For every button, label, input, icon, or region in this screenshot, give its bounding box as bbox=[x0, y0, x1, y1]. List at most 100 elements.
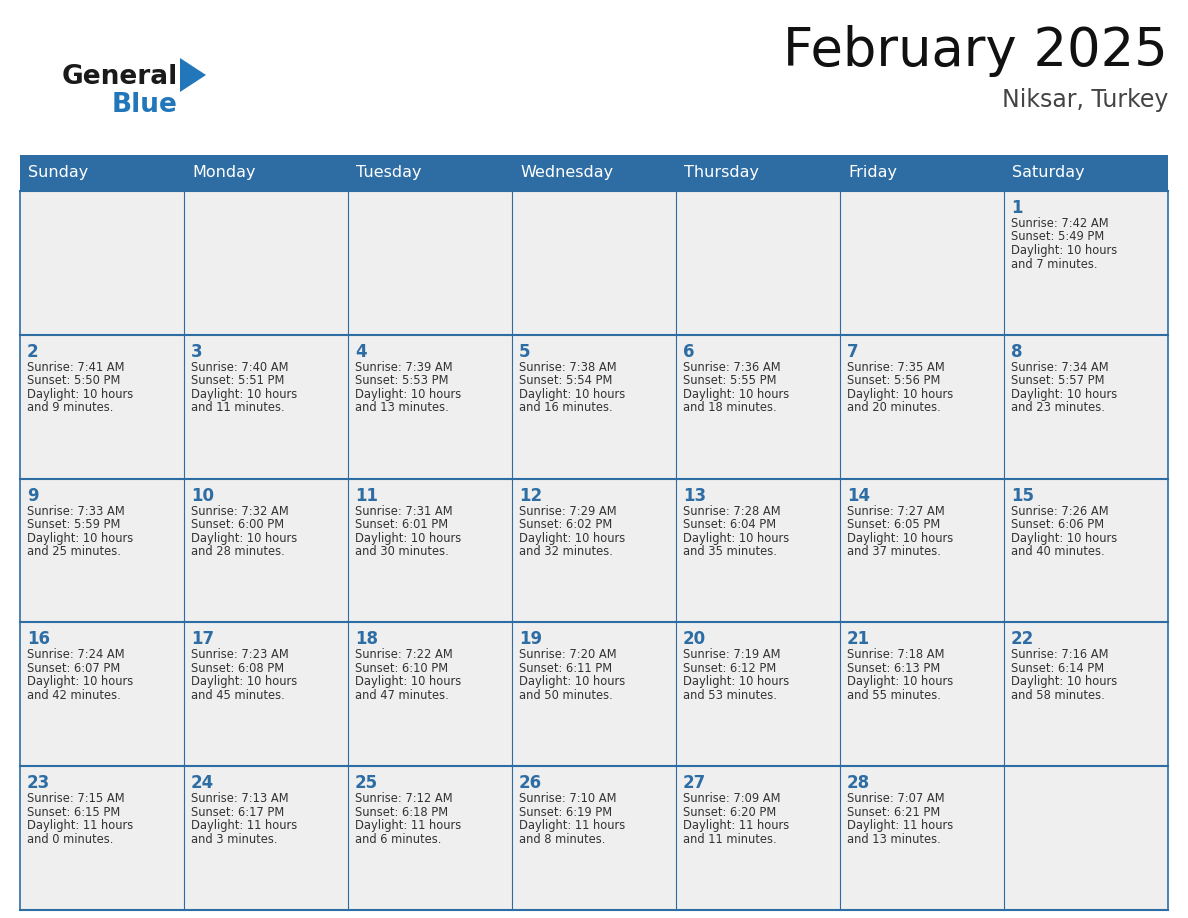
Text: Daylight: 10 hours: Daylight: 10 hours bbox=[191, 676, 297, 688]
Text: 10: 10 bbox=[191, 487, 214, 505]
Bar bbox=[348, 191, 512, 335]
Text: and 55 minutes.: and 55 minutes. bbox=[847, 688, 941, 702]
Text: and 13 minutes.: and 13 minutes. bbox=[355, 401, 449, 414]
Text: Sunrise: 7:24 AM: Sunrise: 7:24 AM bbox=[27, 648, 125, 661]
Text: 22: 22 bbox=[1011, 631, 1035, 648]
Text: Sunset: 6:01 PM: Sunset: 6:01 PM bbox=[355, 518, 448, 532]
Text: 11: 11 bbox=[355, 487, 378, 505]
Text: and 40 minutes.: and 40 minutes. bbox=[1011, 545, 1105, 558]
Text: and 42 minutes.: and 42 minutes. bbox=[27, 688, 121, 702]
Text: Sunrise: 7:34 AM: Sunrise: 7:34 AM bbox=[1011, 361, 1108, 374]
Text: Sunrise: 7:29 AM: Sunrise: 7:29 AM bbox=[519, 505, 617, 518]
Text: and 20 minutes.: and 20 minutes. bbox=[847, 401, 941, 414]
Text: Monday: Monday bbox=[192, 165, 255, 181]
Text: Sunrise: 7:23 AM: Sunrise: 7:23 AM bbox=[191, 648, 289, 661]
Bar bbox=[20, 155, 1168, 191]
Text: Daylight: 10 hours: Daylight: 10 hours bbox=[847, 532, 953, 544]
Text: Sunrise: 7:19 AM: Sunrise: 7:19 AM bbox=[683, 648, 781, 661]
Text: Sunrise: 7:07 AM: Sunrise: 7:07 AM bbox=[847, 792, 944, 805]
Text: Sunset: 6:06 PM: Sunset: 6:06 PM bbox=[1011, 518, 1104, 532]
Text: and 11 minutes.: and 11 minutes. bbox=[683, 833, 777, 845]
Text: Daylight: 10 hours: Daylight: 10 hours bbox=[519, 532, 625, 544]
Text: Daylight: 11 hours: Daylight: 11 hours bbox=[519, 819, 625, 833]
Text: Daylight: 10 hours: Daylight: 10 hours bbox=[1011, 532, 1117, 544]
Text: Sunrise: 7:26 AM: Sunrise: 7:26 AM bbox=[1011, 505, 1108, 518]
Bar bbox=[512, 767, 676, 910]
Text: 6: 6 bbox=[683, 342, 695, 361]
Text: Sunset: 6:13 PM: Sunset: 6:13 PM bbox=[847, 662, 940, 675]
Text: Daylight: 10 hours: Daylight: 10 hours bbox=[191, 387, 297, 401]
Text: Sunset: 6:10 PM: Sunset: 6:10 PM bbox=[355, 662, 448, 675]
Text: 25: 25 bbox=[355, 774, 378, 792]
Text: Daylight: 10 hours: Daylight: 10 hours bbox=[847, 387, 953, 401]
Text: Sunset: 6:18 PM: Sunset: 6:18 PM bbox=[355, 806, 448, 819]
Text: Friday: Friday bbox=[848, 165, 897, 181]
Text: 8: 8 bbox=[1011, 342, 1023, 361]
Text: 3: 3 bbox=[191, 342, 203, 361]
Text: Sunrise: 7:40 AM: Sunrise: 7:40 AM bbox=[191, 361, 289, 374]
Text: Thursday: Thursday bbox=[684, 165, 759, 181]
Text: Blue: Blue bbox=[112, 92, 178, 118]
Text: and 18 minutes.: and 18 minutes. bbox=[683, 401, 777, 414]
Bar bbox=[676, 622, 840, 767]
Text: and 28 minutes.: and 28 minutes. bbox=[191, 545, 285, 558]
Bar bbox=[1004, 191, 1168, 335]
Text: 15: 15 bbox=[1011, 487, 1034, 505]
Text: 4: 4 bbox=[355, 342, 367, 361]
Text: Sunset: 5:55 PM: Sunset: 5:55 PM bbox=[683, 375, 777, 387]
Text: and 0 minutes.: and 0 minutes. bbox=[27, 833, 113, 845]
Text: Daylight: 10 hours: Daylight: 10 hours bbox=[1011, 387, 1117, 401]
Text: 26: 26 bbox=[519, 774, 542, 792]
Bar bbox=[348, 478, 512, 622]
Bar bbox=[676, 767, 840, 910]
Text: Sunrise: 7:27 AM: Sunrise: 7:27 AM bbox=[847, 505, 944, 518]
Bar bbox=[348, 622, 512, 767]
Text: 5: 5 bbox=[519, 342, 531, 361]
Text: and 23 minutes.: and 23 minutes. bbox=[1011, 401, 1105, 414]
Bar bbox=[1004, 767, 1168, 910]
Text: and 6 minutes.: and 6 minutes. bbox=[355, 833, 442, 845]
Text: 12: 12 bbox=[519, 487, 542, 505]
Text: Daylight: 10 hours: Daylight: 10 hours bbox=[355, 387, 461, 401]
Text: and 9 minutes.: and 9 minutes. bbox=[27, 401, 113, 414]
Text: Sunrise: 7:28 AM: Sunrise: 7:28 AM bbox=[683, 505, 781, 518]
Text: 14: 14 bbox=[847, 487, 870, 505]
Bar bbox=[20, 478, 184, 622]
Text: and 30 minutes.: and 30 minutes. bbox=[355, 545, 449, 558]
Text: 23: 23 bbox=[27, 774, 50, 792]
Bar bbox=[184, 767, 348, 910]
Text: Sunrise: 7:09 AM: Sunrise: 7:09 AM bbox=[683, 792, 781, 805]
Bar bbox=[1004, 478, 1168, 622]
Polygon shape bbox=[181, 58, 206, 92]
Text: Daylight: 10 hours: Daylight: 10 hours bbox=[355, 532, 461, 544]
Text: Sunrise: 7:35 AM: Sunrise: 7:35 AM bbox=[847, 361, 944, 374]
Text: Sunset: 6:14 PM: Sunset: 6:14 PM bbox=[1011, 662, 1104, 675]
Bar bbox=[512, 622, 676, 767]
Text: Sunset: 6:08 PM: Sunset: 6:08 PM bbox=[191, 662, 284, 675]
Text: Daylight: 10 hours: Daylight: 10 hours bbox=[1011, 244, 1117, 257]
Bar bbox=[676, 335, 840, 478]
Text: Sunrise: 7:41 AM: Sunrise: 7:41 AM bbox=[27, 361, 125, 374]
Text: Daylight: 10 hours: Daylight: 10 hours bbox=[847, 676, 953, 688]
Text: Sunset: 6:15 PM: Sunset: 6:15 PM bbox=[27, 806, 120, 819]
Text: Sunrise: 7:38 AM: Sunrise: 7:38 AM bbox=[519, 361, 617, 374]
Text: 24: 24 bbox=[191, 774, 214, 792]
Text: Daylight: 10 hours: Daylight: 10 hours bbox=[519, 676, 625, 688]
Text: Sunrise: 7:15 AM: Sunrise: 7:15 AM bbox=[27, 792, 125, 805]
Text: Sunset: 6:21 PM: Sunset: 6:21 PM bbox=[847, 806, 940, 819]
Text: Sunrise: 7:36 AM: Sunrise: 7:36 AM bbox=[683, 361, 781, 374]
Bar bbox=[1004, 335, 1168, 478]
Text: Daylight: 10 hours: Daylight: 10 hours bbox=[1011, 676, 1117, 688]
Text: Daylight: 10 hours: Daylight: 10 hours bbox=[27, 532, 133, 544]
Text: Sunrise: 7:42 AM: Sunrise: 7:42 AM bbox=[1011, 217, 1108, 230]
Text: and 53 minutes.: and 53 minutes. bbox=[683, 688, 777, 702]
Text: Daylight: 10 hours: Daylight: 10 hours bbox=[355, 676, 461, 688]
Text: Sunset: 5:49 PM: Sunset: 5:49 PM bbox=[1011, 230, 1105, 243]
Text: Sunset: 5:57 PM: Sunset: 5:57 PM bbox=[1011, 375, 1105, 387]
Bar bbox=[512, 191, 676, 335]
Text: Sunday: Sunday bbox=[29, 165, 88, 181]
Text: Daylight: 10 hours: Daylight: 10 hours bbox=[27, 676, 133, 688]
Bar bbox=[840, 622, 1004, 767]
Text: 17: 17 bbox=[191, 631, 214, 648]
Text: Sunset: 5:53 PM: Sunset: 5:53 PM bbox=[355, 375, 449, 387]
